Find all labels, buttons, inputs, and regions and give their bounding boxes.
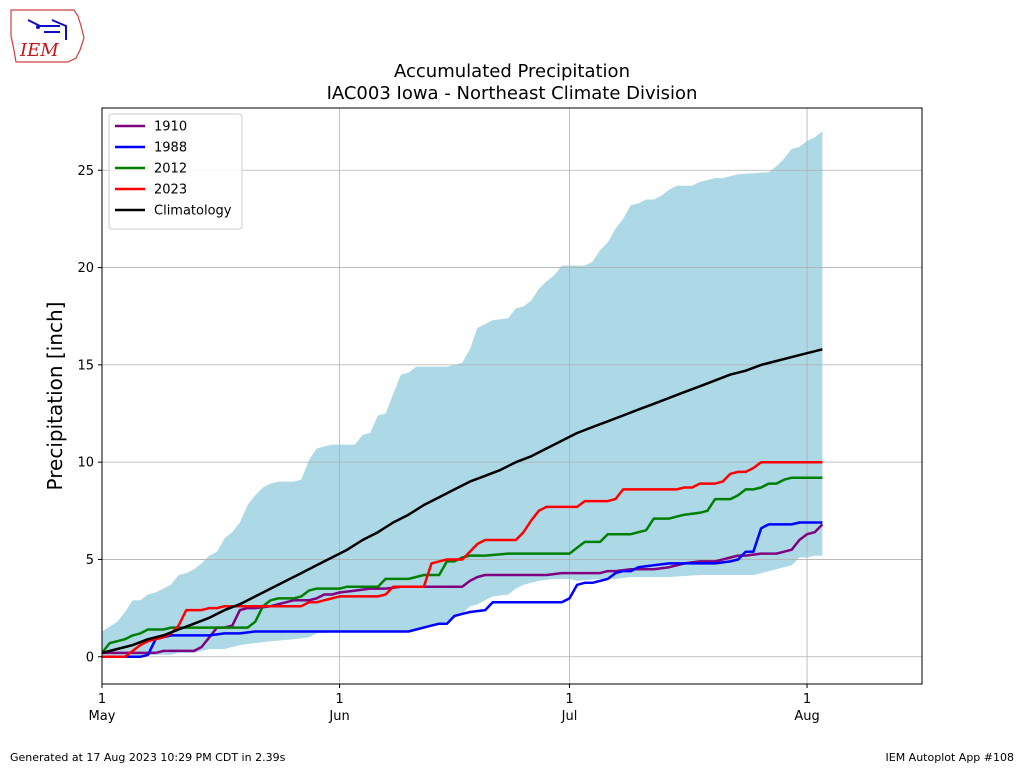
legend-label: 1988 (154, 141, 187, 156)
y-tick-label: 20 (77, 261, 94, 276)
iem-logo: IEM (8, 6, 86, 64)
y-tick-label: 25 (77, 164, 94, 179)
x-tick-label: 1 (803, 692, 811, 707)
chart-subtitle: IAC003 Iowa - Northeast Climate Division (327, 83, 698, 104)
y-axis-label: Precipitation [inch] (43, 302, 67, 491)
x-tick-label: 1 (565, 692, 573, 707)
y-tick-label: 15 (77, 358, 94, 373)
x-tick-month-label: Aug (794, 709, 819, 724)
svg-text:IEM: IEM (19, 40, 59, 61)
legend-label: Climatology (154, 204, 232, 219)
app-credit: IEM Autoplot App #108 (885, 751, 1015, 764)
y-tick-label: 5 (86, 553, 94, 568)
legend: 1910 1988 2012 2023 Climatology (108, 113, 243, 230)
legend-label: 2012 (154, 162, 187, 177)
legend-box (108, 113, 243, 230)
generated-timestamp: Generated at 17 Aug 2023 10:29 PM CDT in… (10, 751, 286, 764)
series-line-climatology (102, 348, 823, 655)
x-tick-month-label: May (89, 709, 116, 724)
plot-frame (101, 107, 923, 685)
x-tick-month-label: Jul (561, 709, 578, 724)
chart-title: Accumulated Precipitation (394, 61, 630, 82)
legend-label: 2023 (154, 183, 187, 198)
x-tick-label: 1 (98, 692, 106, 707)
series-line-1988 (102, 521, 823, 659)
observed-range-band (102, 131, 823, 657)
y-tick-label: 0 (86, 650, 94, 665)
y-tick-label: 10 (77, 456, 94, 471)
series-line-2023 (102, 460, 823, 659)
series-line-2012 (102, 476, 823, 654)
legend-label: 1910 (154, 120, 187, 135)
x-tick-label: 1 (335, 692, 343, 707)
x-tick-month-label: Jun (328, 709, 349, 724)
